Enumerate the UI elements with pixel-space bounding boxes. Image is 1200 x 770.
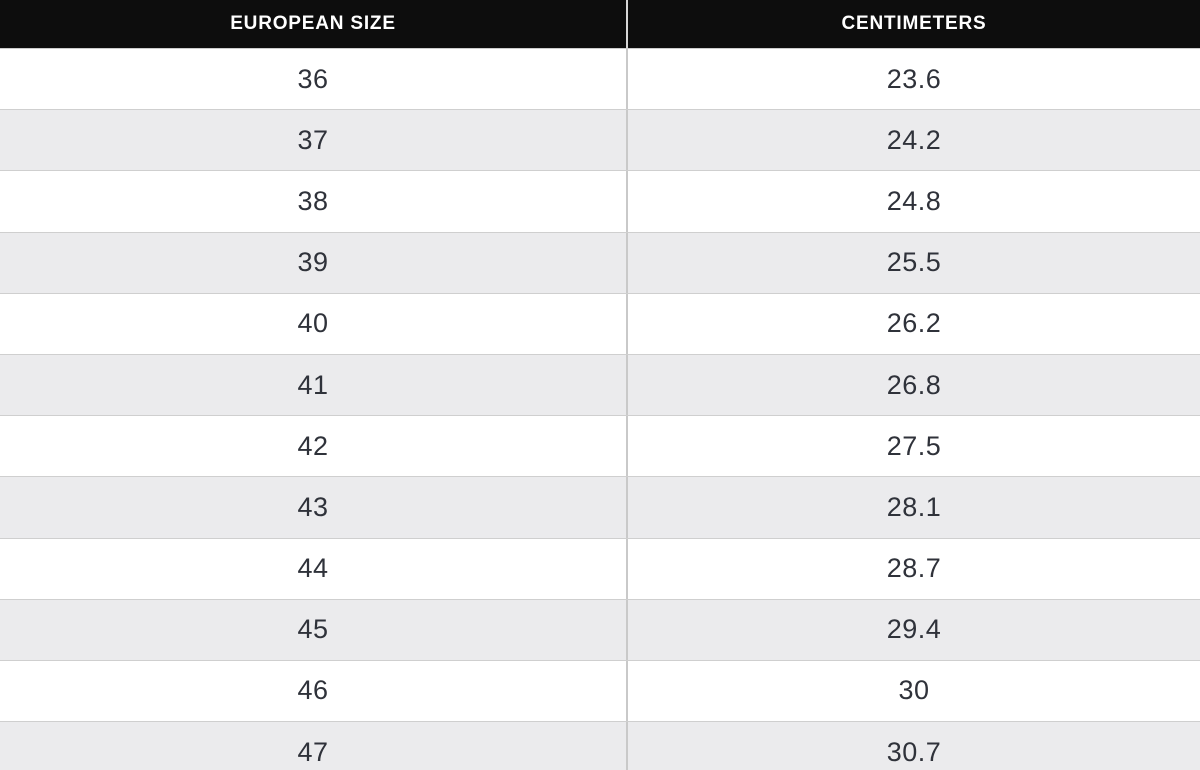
cell-eu-size: 39	[0, 232, 628, 293]
table-row: 37 24.2	[0, 110, 1200, 172]
cell-centimeters: 26.2	[886, 308, 942, 339]
cell-eu-size: 40	[0, 293, 628, 354]
cell-eu-size: 47	[0, 722, 628, 770]
table-row: 39 25.5	[0, 232, 1200, 294]
cell-eu-size: 43	[0, 477, 628, 538]
table-row: 40 26.2	[0, 293, 1200, 355]
cell-centimeters: 25.5	[886, 247, 942, 278]
table-row: 47 30.7	[0, 722, 1200, 770]
cell-eu-size: 46	[0, 660, 628, 722]
table-row: 46 30	[0, 660, 1200, 723]
cell-eu-size: 45	[0, 599, 628, 660]
cell-eu-size: 44	[0, 538, 628, 599]
table-row: 43 28.1	[0, 477, 1200, 539]
cell-centimeters: 27.5	[886, 430, 942, 461]
table-row: 38 24.8	[0, 171, 1200, 233]
cell-centimeters: 30.7	[886, 736, 942, 767]
cell-centimeters: 30	[898, 675, 930, 706]
table-row: 36 23.6	[0, 49, 1200, 111]
table-row: 45 29.4	[0, 599, 1200, 661]
column-header-centimeters: CENTIMETERS	[841, 13, 987, 34]
cell-centimeters: 29.4	[886, 614, 942, 645]
cell-centimeters: 24.2	[886, 124, 942, 155]
column-header-european-size: EUROPEAN SIZE	[0, 0, 628, 48]
cell-centimeters: 24.8	[886, 185, 942, 216]
table-row: 44 28.7	[0, 538, 1200, 600]
cell-eu-size: 42	[0, 416, 628, 477]
cell-eu-size: 41	[0, 354, 628, 416]
cell-centimeters: 23.6	[886, 63, 942, 94]
table-header-row: EUROPEAN SIZE CENTIMETERS	[0, 0, 1200, 49]
cell-centimeters: 28.1	[886, 491, 942, 522]
table-row: 41 26.8	[0, 354, 1200, 417]
cell-eu-size: 38	[0, 171, 628, 232]
cell-eu-size: 37	[0, 110, 628, 171]
table-row: 42 27.5	[0, 416, 1200, 478]
cell-centimeters: 26.8	[886, 369, 942, 400]
cell-centimeters: 28.7	[886, 553, 942, 584]
cell-eu-size: 36	[0, 49, 628, 110]
